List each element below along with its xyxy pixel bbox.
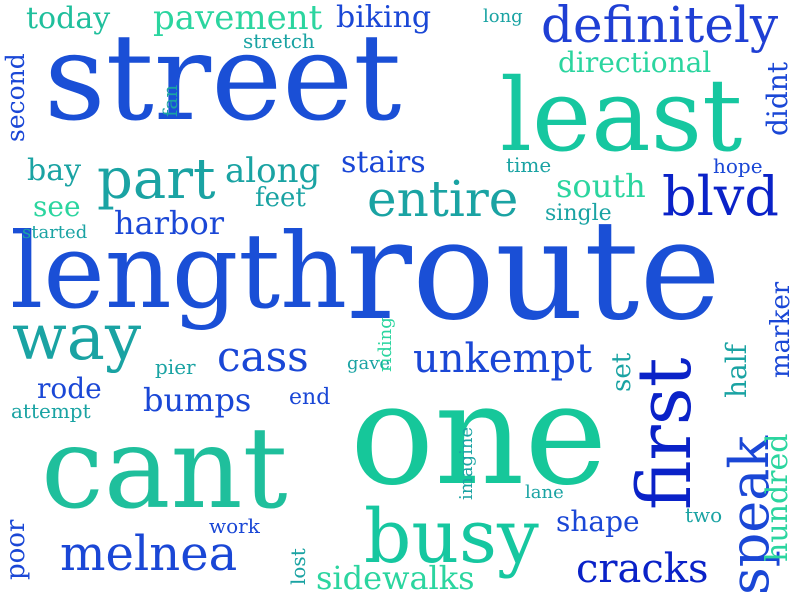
word-stretch: stretch	[243, 29, 315, 53]
word-attempt: attempt	[11, 399, 91, 423]
word-sidewalks: sidewalks	[316, 559, 475, 597]
word-end: end	[289, 385, 331, 410]
word-first: first	[622, 357, 708, 510]
word-one: one	[350, 354, 608, 517]
word-unkempt: unkempt	[413, 336, 593, 382]
word-pier: pier	[155, 355, 196, 379]
word-south: south	[556, 167, 646, 205]
word-entire: entire	[367, 170, 519, 228]
word-riding: riding	[375, 317, 396, 372]
word-poor: poor	[1, 519, 31, 580]
word-hope: hope	[713, 154, 763, 178]
word-part: part	[97, 147, 216, 212]
word-directional: directional	[558, 46, 712, 79]
word-biking: biking	[336, 0, 432, 35]
word-marker: marker	[766, 281, 796, 378]
word-work: work	[209, 514, 260, 538]
word-lost: lost	[286, 548, 310, 585]
word-pavement: pavement	[153, 0, 323, 38]
word-time: time	[506, 153, 552, 177]
word-didnt: didnt	[761, 61, 794, 136]
word-feet: feet	[255, 183, 306, 213]
word-cracks: cracks	[576, 546, 709, 592]
word-melnea: melnea	[60, 526, 238, 582]
word-set: set	[607, 352, 637, 392]
word-bay: bay	[27, 153, 82, 188]
word-bumps: bumps	[143, 381, 252, 419]
word-route: route	[346, 190, 722, 351]
word-shape: shape	[556, 505, 640, 538]
word-street: street	[44, 9, 402, 148]
word-least: least	[500, 57, 743, 174]
word-way: way	[12, 301, 142, 375]
word-stairs: stairs	[341, 145, 426, 180]
word-second: second	[1, 53, 30, 142]
word-imagine: imagine	[456, 426, 477, 500]
word-along: along	[225, 151, 321, 191]
word-harbor: harbor	[114, 204, 225, 242]
word-today: today	[26, 1, 111, 36]
word-hundred: hundred	[760, 433, 795, 562]
word-long: long	[483, 6, 523, 27]
word-single: single	[545, 201, 612, 226]
word-fan: fan	[158, 84, 182, 117]
word-gave: gave	[347, 353, 391, 374]
word-two: two	[685, 503, 723, 527]
word-started: started	[22, 222, 88, 243]
word-half: half	[720, 343, 753, 398]
word-cant: cant	[41, 404, 288, 534]
word-cass: cass	[217, 332, 309, 381]
word-definitely: definitely	[541, 0, 779, 54]
word-length: length	[10, 210, 348, 332]
word-blvd: blvd	[662, 165, 779, 228]
word-lane: lane	[525, 482, 564, 503]
word-see: see	[33, 190, 81, 223]
word-busy: busy	[364, 494, 539, 580]
word-rode: rode	[37, 372, 102, 405]
